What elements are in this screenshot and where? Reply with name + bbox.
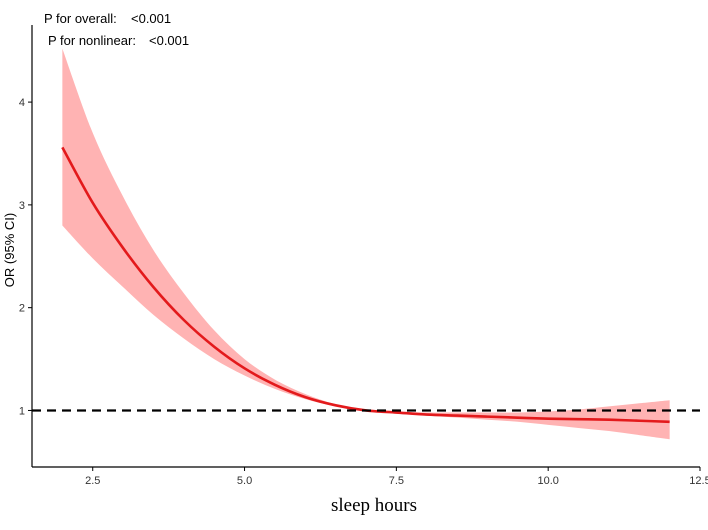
plot-area <box>32 48 700 440</box>
p-nonlinear-value: <0.001 <box>149 33 189 48</box>
ci-band <box>62 48 670 440</box>
y-tick-label: 2 <box>19 303 25 315</box>
y-tick-label: 3 <box>19 200 25 212</box>
axis-ticks: 2.5 5.0 7.5 10.0 12.5 1 2 3 4 <box>19 97 708 487</box>
x-tick-label: 12.5 <box>689 475 708 487</box>
x-tick-label: 2.5 <box>85 475 100 487</box>
p-nonlinear-label: P for nonlinear: <box>48 33 136 48</box>
y-tick-label: 4 <box>19 97 25 109</box>
y-tick-label: 1 <box>19 405 25 417</box>
x-tick-label: 5.0 <box>237 475 252 487</box>
p-overall-label: P for overall: <box>44 11 117 26</box>
p-overall-value: <0.001 <box>131 11 171 26</box>
x-tick-label: 7.5 <box>389 475 404 487</box>
x-axis-label: sleep hours <box>331 495 417 516</box>
x-tick-label: 10.0 <box>537 475 558 487</box>
y-axis-label: OR (95% CI) <box>2 213 17 287</box>
